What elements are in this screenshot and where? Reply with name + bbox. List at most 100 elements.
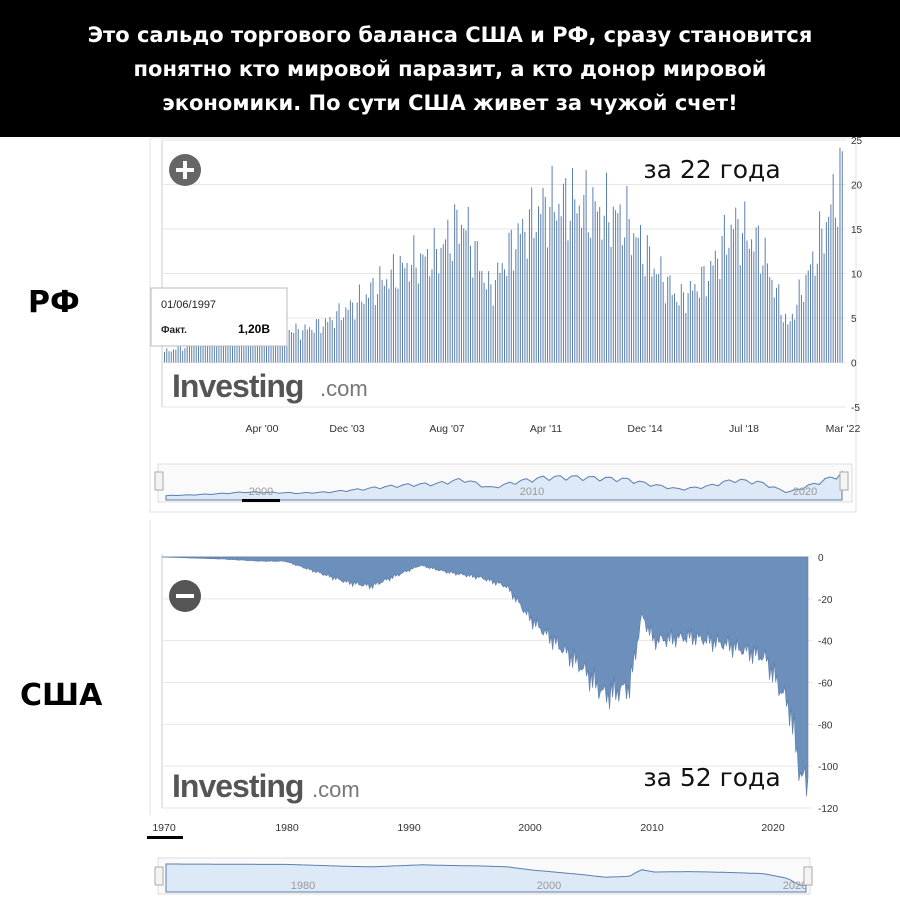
rf-bar xyxy=(703,266,705,363)
rf-bar xyxy=(372,278,374,363)
rf-navigator-right-handle[interactable] xyxy=(839,471,849,491)
rf-bar xyxy=(644,276,646,363)
rf-bar xyxy=(596,211,598,363)
rf-bar xyxy=(467,206,469,363)
rf-bar xyxy=(785,313,787,363)
plus-circle-icon[interactable] xyxy=(169,154,201,186)
rf-bar xyxy=(803,301,805,363)
rf-navigator-left-handle[interactable] xyxy=(154,471,164,491)
rf-bar xyxy=(757,225,759,363)
rf-bar xyxy=(531,187,533,363)
rf-bar xyxy=(451,260,453,363)
headline-line-1: Это сальдо торгового баланса США и РФ, с… xyxy=(87,22,813,47)
rf-bar xyxy=(708,280,709,363)
rf-bar xyxy=(714,250,716,363)
rf-bar xyxy=(288,330,290,363)
rf-bar xyxy=(211,338,213,363)
rf-bar xyxy=(617,213,619,363)
minus-circle-icon[interactable] xyxy=(169,580,201,612)
rf-bar xyxy=(578,205,580,363)
rf-bar xyxy=(696,291,698,363)
rf-bar xyxy=(368,297,369,363)
rf-bar xyxy=(479,271,481,363)
rf-bar xyxy=(628,218,630,363)
rf-bar xyxy=(207,335,209,363)
rf-navigator-series xyxy=(165,470,843,501)
rf-x-tick-label: Aug '07 xyxy=(429,423,464,435)
rf-bar xyxy=(184,348,186,363)
rf-bar xyxy=(646,235,648,363)
rf-bar xyxy=(590,237,592,363)
rf-bar xyxy=(572,168,573,363)
rf-bar xyxy=(606,172,607,363)
rf-bar xyxy=(177,346,179,363)
rf-bar xyxy=(544,196,546,363)
rf-bar xyxy=(420,253,422,363)
rf-bar xyxy=(553,212,555,363)
rf-bar xyxy=(828,216,830,363)
rf-bar xyxy=(574,199,576,363)
rf-y-tick-label: -5 xyxy=(851,403,860,414)
rf-bar xyxy=(771,279,773,363)
usa-y-tick-label: -120 xyxy=(818,804,838,815)
rf-bar xyxy=(222,335,224,363)
rf-bar xyxy=(551,165,553,363)
rf-bar xyxy=(705,296,707,363)
rf-bar xyxy=(630,255,632,363)
rf-bar xyxy=(746,240,748,363)
rf-bar xyxy=(343,317,345,363)
usa-navigator-left-handle[interactable] xyxy=(154,866,164,886)
rf-bar xyxy=(216,340,218,363)
rf-bar xyxy=(290,332,292,363)
rf-bar xyxy=(386,279,388,363)
rf-bar xyxy=(352,302,354,363)
rf-bar xyxy=(655,274,657,363)
rf-bar xyxy=(279,337,281,363)
rf-bar xyxy=(664,303,666,363)
rf-bar xyxy=(300,339,301,363)
rf-bar xyxy=(195,345,197,363)
rf-bar xyxy=(297,329,299,363)
rf-bar xyxy=(490,284,492,363)
rf-bar xyxy=(377,294,379,363)
rf-bar xyxy=(812,251,814,363)
rf-bar xyxy=(562,183,564,363)
rf-bar xyxy=(671,295,673,363)
rf-bar xyxy=(599,206,601,363)
rf-bar xyxy=(819,211,821,363)
rf-bar xyxy=(517,223,519,363)
rf-bar xyxy=(426,249,428,363)
rf-bar xyxy=(753,251,755,363)
rf-bar xyxy=(565,177,567,363)
usa-y-tick-label: -60 xyxy=(818,679,833,690)
rf-brand-name: Investing xyxy=(172,368,303,404)
rf-bar xyxy=(402,262,403,363)
rf-bar xyxy=(363,303,365,363)
rf-bar xyxy=(383,285,385,363)
rf-bar xyxy=(370,282,372,363)
rf-bar xyxy=(322,326,324,363)
rf-bar xyxy=(293,332,295,363)
rf-bar xyxy=(245,330,247,363)
rf-bar xyxy=(200,336,202,363)
usa-navigator-right-handle[interactable] xyxy=(803,866,813,886)
rf-bar xyxy=(669,275,671,363)
rf-bar xyxy=(506,275,508,363)
rf-bar xyxy=(692,290,694,363)
rf-bar xyxy=(449,253,451,363)
rf-brand-backdrop xyxy=(168,366,378,406)
rf-bar xyxy=(302,330,304,363)
rf-bar xyxy=(653,268,655,363)
rf-bar xyxy=(798,279,800,363)
rf-bar xyxy=(592,187,594,363)
rf-bar xyxy=(422,254,424,363)
rf-bar xyxy=(354,319,356,363)
rf-bar xyxy=(173,349,175,363)
rf-bar xyxy=(170,351,172,363)
rf-bar xyxy=(794,319,796,363)
rf-bar xyxy=(390,269,392,363)
rf-bar xyxy=(737,219,739,363)
rf-bar xyxy=(694,284,696,363)
rf-bar xyxy=(320,333,322,363)
rf-tooltip-box xyxy=(150,287,288,347)
